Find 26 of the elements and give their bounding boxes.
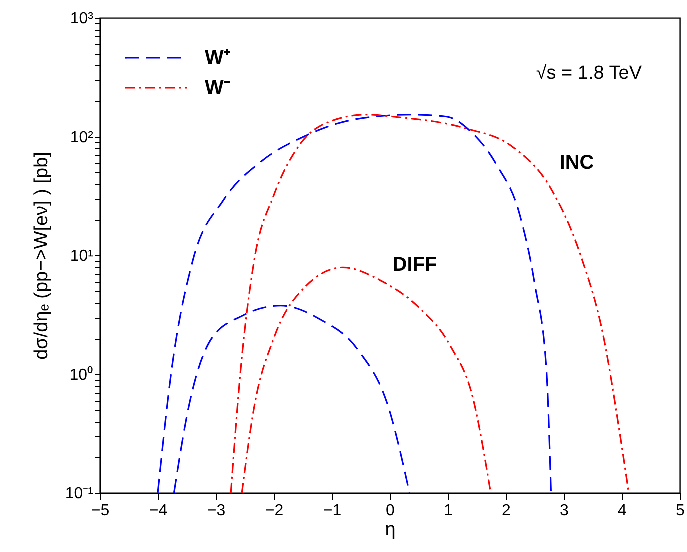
y-tick-label: 10¹ bbox=[70, 248, 94, 265]
y-tick-label: 10⁻¹ bbox=[65, 486, 94, 502]
x-tick-label: −2 bbox=[265, 502, 284, 520]
x-tick-label: −4 bbox=[149, 502, 168, 520]
x-tick-label: −5 bbox=[91, 502, 110, 520]
line-series bbox=[157, 114, 552, 494]
y-tick-label: 10² bbox=[70, 129, 94, 146]
x-tick-label: 4 bbox=[618, 502, 628, 520]
y-axis-title: dσ/dηₑ (pp−>W[eν] ) [pb] bbox=[31, 152, 52, 360]
x-tick-label: 0 bbox=[386, 502, 396, 520]
x-tick-label: 1 bbox=[444, 502, 454, 520]
line-series bbox=[230, 114, 630, 494]
x-tick-label: 5 bbox=[676, 502, 686, 520]
y-tick-label: 10³ bbox=[70, 10, 94, 28]
line-series bbox=[173, 305, 411, 494]
annotation: DIFF bbox=[392, 254, 438, 276]
annotation: INC bbox=[560, 152, 594, 174]
x-tick-label: −3 bbox=[207, 502, 226, 520]
x-tick-label: 2 bbox=[502, 502, 512, 520]
legend-label: W⁺ bbox=[205, 47, 231, 69]
x-tick-label: 3 bbox=[560, 502, 570, 520]
x-axis-title: η bbox=[385, 520, 396, 540]
annotation: √s = 1.8 TeV bbox=[536, 63, 642, 84]
x-tick-label: −1 bbox=[323, 502, 342, 520]
legend-label: W⁻ bbox=[205, 77, 231, 99]
y-tick-label: 10⁰ bbox=[70, 366, 94, 384]
